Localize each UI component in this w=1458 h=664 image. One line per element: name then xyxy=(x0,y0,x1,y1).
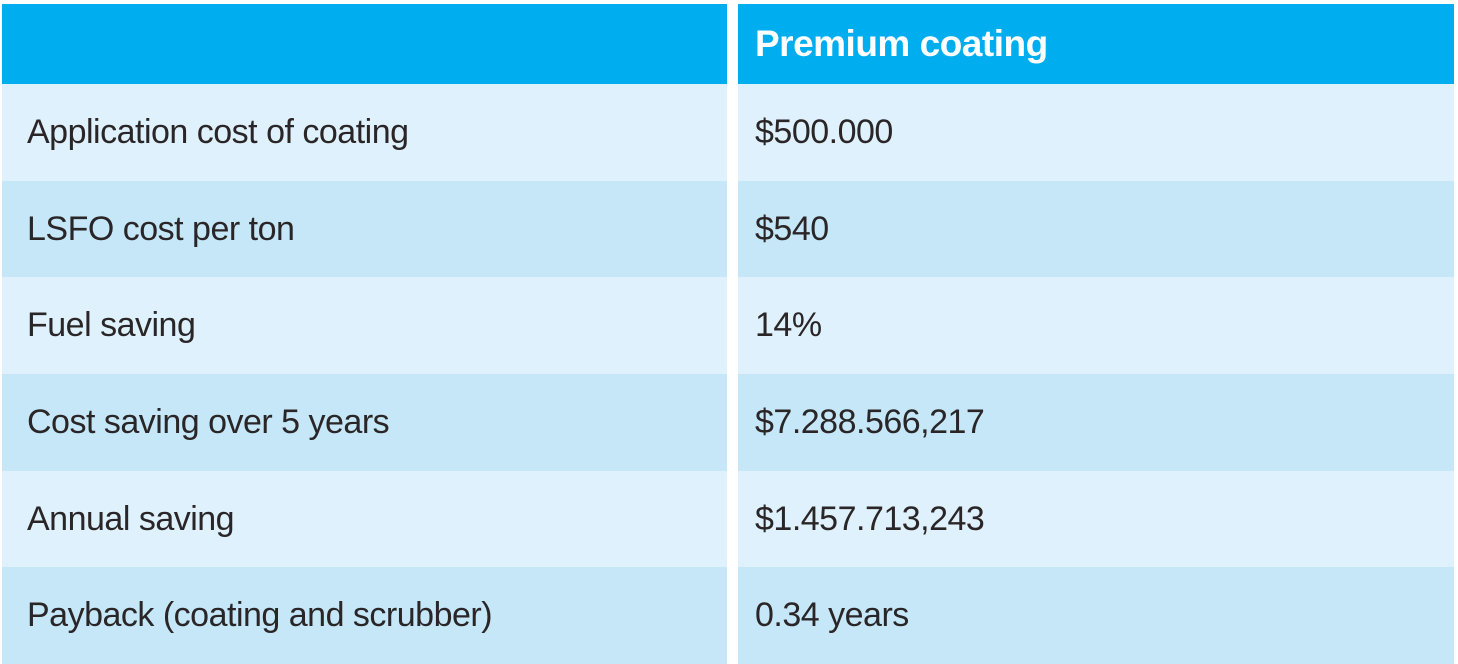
table-row: Application cost of coating $500.000 xyxy=(2,84,1454,181)
row-label: Application cost of coating xyxy=(2,84,727,181)
row-label: Cost saving over 5 years xyxy=(2,374,727,471)
row-value: $7.288.566,217 xyxy=(738,374,1454,471)
header-premium-coating: Premium coating xyxy=(738,4,1454,84)
row-value: 0.34 years xyxy=(738,567,1454,664)
row-value: $500.000 xyxy=(738,84,1454,181)
table-row: Fuel saving 14% xyxy=(2,277,1454,375)
table-row: Payback (coating and scrubber) 0.34 year… xyxy=(2,567,1454,664)
header-empty-cell xyxy=(2,4,727,84)
row-value: $540 xyxy=(738,180,1454,278)
table-row: Annual saving $1.457.713,243 xyxy=(2,470,1454,568)
table-row: Cost saving over 5 years $7.288.566,217 xyxy=(2,374,1454,471)
row-value: 14% xyxy=(738,277,1454,375)
row-label: Payback (coating and scrubber) xyxy=(2,567,727,664)
table-row: LSFO cost per ton $540 xyxy=(2,180,1454,278)
row-label: Fuel saving xyxy=(2,277,727,375)
table-header-row: Premium coating xyxy=(2,4,1454,84)
premium-coating-cost-table: Premium coating Application cost of coat… xyxy=(2,4,1454,664)
row-value: $1.457.713,243 xyxy=(738,470,1454,568)
row-label: Annual saving xyxy=(2,470,727,568)
row-label: LSFO cost per ton xyxy=(2,180,727,278)
